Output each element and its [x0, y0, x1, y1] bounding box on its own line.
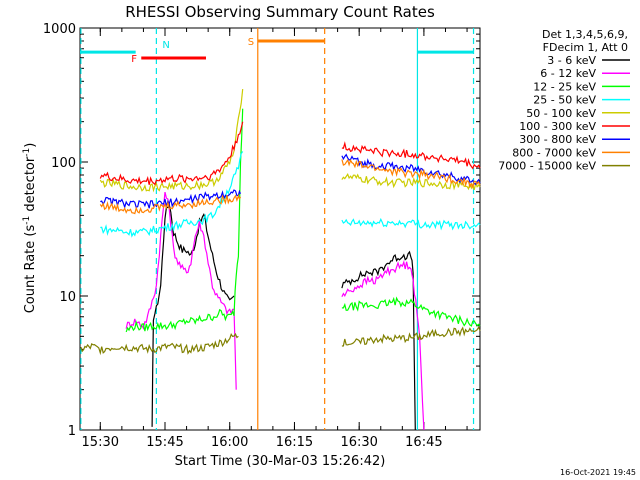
- series-line-3-6-kev: [151, 203, 235, 427]
- legend-entry: 3 - 6 keV: [547, 54, 596, 67]
- y-tick-label: 10: [59, 290, 76, 305]
- series-line-6-12-kev: [341, 260, 425, 431]
- series-line-6-12-kev: [125, 191, 237, 390]
- y-tick-label: 100: [51, 156, 76, 171]
- series-line-50-100-kev: [341, 173, 481, 191]
- x-tick-label: 16:30: [340, 435, 377, 450]
- legend-entry: 100 - 300 keV: [519, 120, 596, 133]
- series-line-100-300-kev: [341, 141, 481, 170]
- legend-header: Det 1,3,4,5,6,9,: [542, 28, 628, 41]
- series-line-7000-15000-kev: [80, 332, 239, 356]
- series-line-300-800-kev: [341, 153, 481, 185]
- series-line-800-7000-kev: [341, 158, 481, 190]
- series-line-25-50-kev: [100, 151, 244, 238]
- series-line-25-50-kev: [341, 217, 481, 231]
- series-line-300-800-kev: [100, 189, 242, 210]
- x-tick-label: 16:00: [211, 435, 248, 450]
- flag-label: N: [162, 40, 169, 51]
- legend-entry: 25 - 50 keV: [533, 94, 596, 107]
- legend: Det 1,3,4,5,6,9,FDecim 1, Att 03 - 6 keV…: [498, 28, 630, 173]
- series-line-100-300-kev: [99, 121, 244, 186]
- series-line-3-6-kev: [341, 250, 416, 431]
- series-line-50-100-kev: [99, 89, 244, 193]
- x-axis-label: Start Time (30-Mar-03 15:26:42): [175, 454, 386, 469]
- legend-entry: 12 - 25 keV: [533, 80, 596, 93]
- y-tick-label: 1000: [43, 22, 76, 37]
- y-axis-label: Count Rate (s-1 detector-1): [22, 143, 38, 314]
- plot-frame: [79, 27, 481, 431]
- x-tick-label: 16:45: [405, 435, 442, 450]
- legend-entry: 7000 - 15000 keV: [498, 160, 596, 173]
- x-tick-label: 15:45: [146, 435, 183, 450]
- chart-title: RHESSI Observing Summary Count Rates: [125, 3, 435, 21]
- series-line-800-7000-kev: [99, 194, 242, 215]
- series-line-12-25-kev: [125, 108, 244, 333]
- legend-entry: 800 - 7000 keV: [512, 146, 596, 159]
- footer-timestamp: 16-Oct-2021 19:45: [560, 468, 636, 477]
- y-tick-label: 1: [68, 424, 76, 439]
- flag-label: F: [131, 54, 137, 65]
- legend-header: FDecim 1, Att 0: [543, 41, 628, 54]
- legend-entry: 50 - 100 keV: [526, 107, 596, 120]
- legend-entry: 6 - 12 keV: [540, 67, 596, 80]
- flag-label: S: [248, 37, 254, 48]
- x-tick-label: 15:30: [82, 435, 119, 450]
- series-line-12-25-kev: [341, 296, 481, 327]
- plot-area: 1 10 100 1000 15:30 15:45 16:00 16:15 16:30 16:45…: [43, 22, 481, 450]
- series-line-7000-15000-kev: [341, 325, 481, 347]
- legend-entry: 300 - 800 keV: [519, 133, 596, 146]
- x-tick-label: 16:15: [276, 435, 313, 450]
